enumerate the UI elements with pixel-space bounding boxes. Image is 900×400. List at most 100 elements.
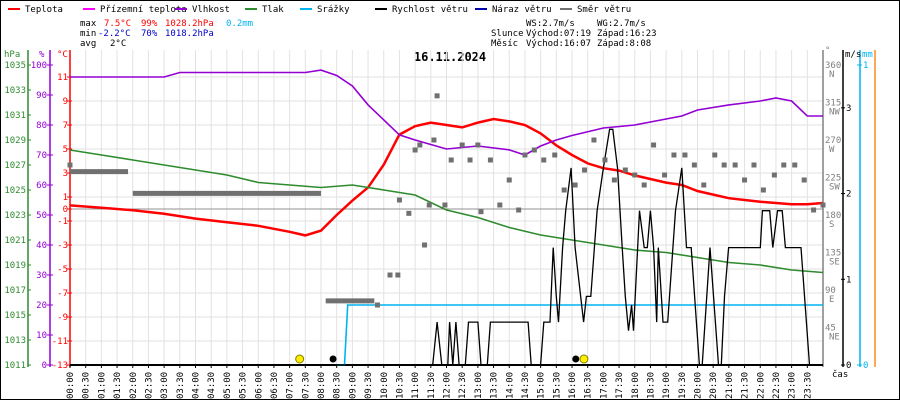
tick-time: 04:00 xyxy=(192,372,202,399)
tick-time: 09:00 xyxy=(348,372,358,399)
tick-direction: 135 xyxy=(825,249,841,259)
tick-time: 11:30 xyxy=(427,372,437,399)
tick-percent: 10 xyxy=(36,331,47,341)
wind-direction-point xyxy=(459,142,465,148)
axis-rain-label: mm xyxy=(862,50,873,60)
wind-direction-point xyxy=(426,202,432,208)
tick-time: 06:30 xyxy=(270,372,280,399)
sunrise: Východ:07:19 xyxy=(526,29,591,39)
tick-time: 20:30 xyxy=(709,372,719,399)
wind-direction-point xyxy=(395,272,401,278)
sunset-icon xyxy=(579,354,589,364)
tick-time: 07:30 xyxy=(301,372,311,399)
tick-temp: -9 xyxy=(57,313,68,323)
moon-label: Měsíc xyxy=(491,39,518,49)
axis-hpa-label: hPa xyxy=(4,50,20,60)
tick-time: 01:00 xyxy=(97,372,107,399)
wind-direction-point xyxy=(412,147,418,153)
tick-percent: 70 xyxy=(36,151,47,161)
tick-time: 04:30 xyxy=(207,372,217,399)
legend-label: Teplota xyxy=(25,5,63,15)
wind-direction-point xyxy=(552,152,558,158)
wind-direction-point xyxy=(682,152,688,158)
tick-time: 15:00 xyxy=(537,372,547,399)
tick-time: 16:00 xyxy=(568,372,578,399)
tick-wind: 1 xyxy=(846,275,851,285)
tick-time: 23:00 xyxy=(788,372,798,399)
tick-percent: 90 xyxy=(36,91,47,101)
tick-temp: 0 xyxy=(63,205,68,215)
tick-time: 08:00 xyxy=(317,372,327,399)
wind-direction-point xyxy=(751,162,757,168)
moonset-icon xyxy=(329,355,337,363)
wind-direction-point xyxy=(434,93,440,99)
tick-time: 03:30 xyxy=(176,372,186,399)
tick-time: 22:30 xyxy=(772,372,782,399)
tick-time: 17:00 xyxy=(599,372,609,399)
wind-direction-point xyxy=(497,202,503,208)
wind-direction-point xyxy=(506,177,512,183)
tick-temp: -3 xyxy=(57,241,68,251)
wind-direction-point xyxy=(406,210,412,216)
tick-temp: 1 xyxy=(63,193,68,203)
tick-direction-compass: SE xyxy=(829,258,840,268)
tick-time: 21:30 xyxy=(741,372,751,399)
chart-title: 16.11.2024 xyxy=(414,50,486,64)
wind-direction-point xyxy=(561,187,567,193)
wind-direction-point xyxy=(651,142,657,148)
stat-min-temp: -2.2°C xyxy=(98,29,131,39)
tick-time: 05:00 xyxy=(223,372,233,399)
sun-label: Slunce xyxy=(491,29,524,39)
wind-direction-point xyxy=(602,157,608,163)
tick-temp: 11 xyxy=(57,73,68,83)
tick-percent: 30 xyxy=(36,271,47,281)
stat-max-hum: 99% xyxy=(141,19,158,29)
tick-hpa: 1013 xyxy=(4,336,26,346)
tick-temp: -7 xyxy=(57,289,68,299)
wind-direction-point xyxy=(387,272,393,278)
tick-hpa: 1015 xyxy=(4,311,26,321)
stat-min-press: 1018.2hPa xyxy=(165,29,214,39)
tick-time: 17:30 xyxy=(615,372,625,399)
wind-direction-point xyxy=(622,167,628,173)
stat-avg-label: avg xyxy=(80,39,96,49)
tick-hpa: 1029 xyxy=(4,136,26,146)
wind-direction-point xyxy=(781,162,787,168)
axes: hPa% °C ° m/s mm1035103310311029102710251023… xyxy=(4,46,876,399)
tick-time: 14:00 xyxy=(505,372,515,399)
wind-direction-point xyxy=(478,209,484,215)
wind-direction-point xyxy=(611,177,617,183)
legend-label: Přízemní teplota xyxy=(100,5,187,15)
tick-hpa: 1033 xyxy=(4,86,26,96)
wind-gust-max: WG:2.7m/s xyxy=(597,19,646,29)
tick-percent: 40 xyxy=(36,241,47,251)
legend-label: Rychlost větru xyxy=(392,5,468,15)
tick-hpa: 1021 xyxy=(4,236,26,246)
tick-time: 11:00 xyxy=(411,372,421,399)
tick-time: 13:00 xyxy=(474,372,484,399)
stat-min-hum: 70% xyxy=(141,29,158,39)
wind-direction-point xyxy=(591,137,597,143)
wind-direction-point xyxy=(374,302,380,308)
wind-direction-point xyxy=(671,152,677,158)
wind-direction-point xyxy=(691,162,697,168)
wind-direction-point xyxy=(811,207,817,213)
tick-temp: 3 xyxy=(63,169,68,179)
tick-temp: -1 xyxy=(57,217,68,227)
wind-direction-point xyxy=(422,242,428,248)
tick-time: 22:00 xyxy=(756,372,766,399)
wind-direction-point xyxy=(771,172,777,178)
tick-percent: 20 xyxy=(36,301,47,311)
tick-percent: 80 xyxy=(36,121,47,131)
wind-direction-point xyxy=(467,157,473,163)
tick-rain: 1 xyxy=(863,61,868,71)
tick-time: 05:30 xyxy=(239,372,249,399)
tick-time: 00:30 xyxy=(82,372,92,399)
tick-wind: 3 xyxy=(846,104,851,114)
legend-label: Vlhkost xyxy=(192,5,230,15)
stat-max-rain: 0.2mm xyxy=(226,19,253,29)
tick-direction: 225 xyxy=(825,174,841,184)
wind-direction-point xyxy=(417,142,423,148)
tick-wind: 2 xyxy=(846,190,851,200)
